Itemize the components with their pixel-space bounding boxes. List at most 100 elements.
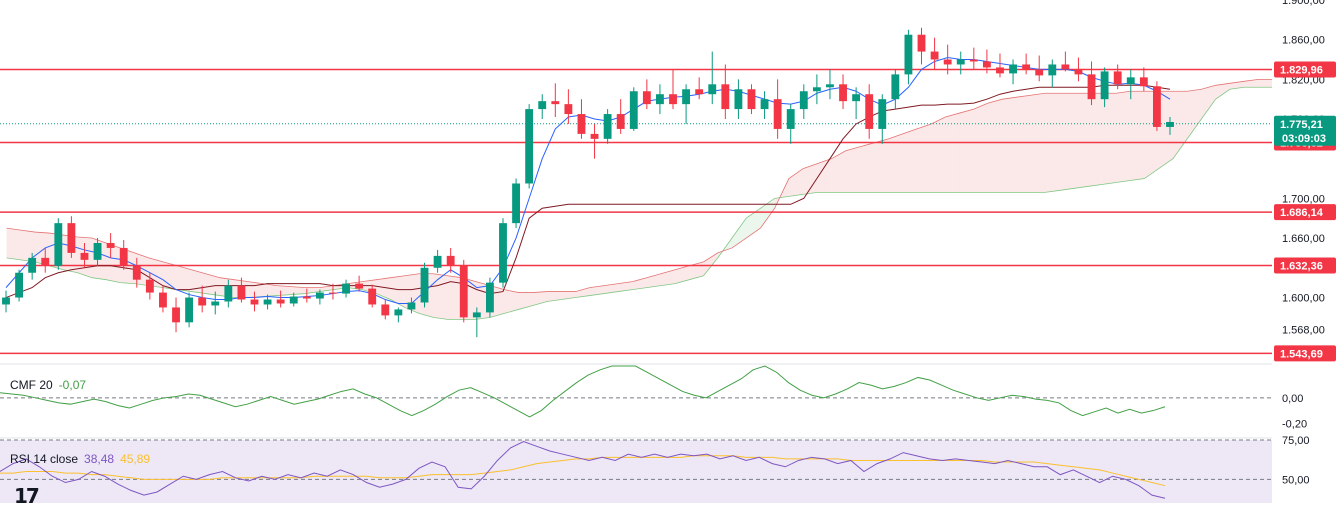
candle-body bbox=[368, 288, 377, 305]
candle-body bbox=[1035, 69, 1044, 76]
candle-body bbox=[132, 265, 141, 280]
cloud-segment bbox=[447, 275, 462, 320]
cmf-title: CMF 20 bbox=[10, 378, 53, 392]
candle-body bbox=[237, 285, 246, 300]
price-level-tag bbox=[1274, 204, 1336, 221]
candle-body bbox=[891, 74, 900, 100]
candle-body bbox=[603, 114, 612, 139]
cloud-segment bbox=[589, 285, 604, 296]
cloud-segment bbox=[532, 291, 548, 306]
candle-body bbox=[2, 297, 10, 305]
price-pane[interactable] bbox=[0, 0, 1273, 362]
cmf-tick-label: 0,00 bbox=[1282, 393, 1303, 405]
candle-body bbox=[982, 61, 991, 68]
candle-body bbox=[512, 183, 520, 224]
candle-body bbox=[943, 59, 952, 65]
candle-body bbox=[1009, 64, 1017, 74]
candle-body bbox=[930, 51, 939, 60]
candle-body bbox=[1152, 86, 1161, 127]
rsi-pane[interactable] bbox=[0, 437, 1337, 503]
candle-body bbox=[826, 84, 834, 88]
candle-body bbox=[342, 283, 350, 294]
candle-body bbox=[839, 84, 847, 102]
candle-body bbox=[459, 265, 468, 318]
cloud-segment bbox=[1116, 91, 1131, 183]
candle-body bbox=[198, 297, 207, 306]
cloud-segment bbox=[916, 123, 932, 193]
candle-body bbox=[28, 257, 37, 273]
countdown-label: 03:09:03 bbox=[1282, 133, 1326, 145]
candle-body bbox=[159, 292, 167, 308]
cloud-segment bbox=[959, 109, 974, 193]
candle-body bbox=[538, 101, 547, 110]
cloud-segment bbox=[1002, 97, 1017, 193]
candle-body bbox=[956, 59, 965, 65]
price-level-tag bbox=[1274, 345, 1336, 362]
candle-body bbox=[721, 84, 730, 110]
axis-bg bbox=[1272, 0, 1337, 503]
candle-body bbox=[1139, 77, 1148, 87]
candle-body bbox=[708, 84, 717, 95]
candle-body bbox=[302, 296, 311, 299]
cloud-segment bbox=[973, 103, 989, 193]
cloud-segment bbox=[1130, 91, 1145, 181]
cmf-pane[interactable] bbox=[0, 363, 1337, 418]
candle-body bbox=[760, 99, 769, 110]
cloud-segment bbox=[1258, 79, 1273, 88]
cloud-segment bbox=[1229, 81, 1245, 90]
cloud-segment bbox=[902, 128, 917, 193]
rsi-tick-label: 50,00 bbox=[1282, 474, 1310, 486]
cloud-segment bbox=[291, 286, 306, 295]
candle-body bbox=[904, 34, 913, 75]
candle-body bbox=[1087, 74, 1096, 100]
candle-body bbox=[499, 223, 507, 283]
cloud-segment bbox=[689, 261, 704, 280]
candle-body bbox=[996, 67, 1004, 74]
candle-body bbox=[812, 87, 821, 92]
price-level-tag bbox=[1274, 257, 1336, 274]
cloud-segment bbox=[1215, 83, 1230, 100]
candle-body bbox=[211, 301, 220, 306]
senkou-span-b bbox=[6, 78, 1273, 293]
cloud-segment bbox=[1101, 93, 1117, 185]
last-price-tag bbox=[1274, 115, 1336, 146]
cmf-value: -0,07 bbox=[58, 378, 87, 392]
price-tick-label: 1.700,00 bbox=[1282, 193, 1325, 205]
cloud-segment bbox=[106, 242, 121, 283]
rsi-ma-value: 45,89 bbox=[120, 452, 151, 466]
price-tick-label: 1.660,00 bbox=[1282, 233, 1325, 245]
candle-body bbox=[407, 302, 416, 310]
candle-body bbox=[669, 94, 677, 105]
cloud-segment bbox=[1201, 85, 1216, 120]
candle-body bbox=[420, 267, 429, 303]
candle-body bbox=[1100, 71, 1109, 100]
candle-body bbox=[1048, 64, 1057, 76]
candle-body bbox=[93, 242, 102, 260]
candle-body bbox=[1126, 77, 1135, 85]
cloud-segment bbox=[888, 133, 903, 193]
candle-body bbox=[263, 299, 272, 305]
candle-body bbox=[41, 257, 50, 266]
candle-body bbox=[119, 247, 128, 266]
cloud-segment bbox=[845, 146, 861, 193]
candle-body bbox=[224, 285, 233, 302]
candle-body bbox=[629, 91, 638, 129]
price-axis[interactable]: 1.900,001.860,001.820,001.780,001.700,00… bbox=[1272, 0, 1337, 503]
candle-body bbox=[106, 242, 115, 248]
candle-body bbox=[577, 114, 586, 134]
candle-body bbox=[381, 304, 390, 316]
candle-body bbox=[1113, 71, 1122, 85]
candle-body bbox=[525, 109, 534, 184]
candle-body bbox=[682, 89, 691, 105]
last-price-label: 1.775,21 bbox=[1280, 119, 1323, 131]
price-tick-label: 1.900,00 bbox=[1282, 0, 1325, 7]
cloud-segment bbox=[1016, 95, 1031, 193]
candle-body bbox=[852, 94, 861, 102]
candle-body bbox=[485, 282, 494, 313]
candle-body bbox=[786, 109, 795, 129]
rsi-line bbox=[0, 441, 1166, 499]
cloud-segment bbox=[931, 117, 946, 193]
candle-body bbox=[734, 89, 743, 110]
cloud-segment bbox=[504, 289, 519, 314]
